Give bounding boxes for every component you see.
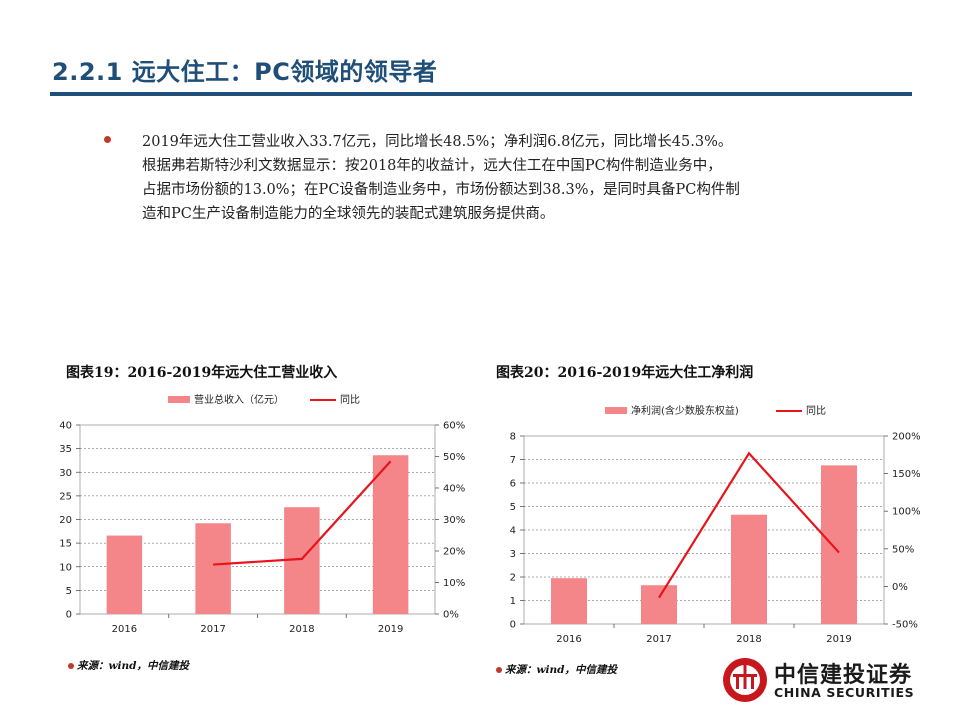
chart1-y-left-tick-label: 10 — [59, 562, 72, 573]
chart1-y-left-tick-label: 40 — [59, 421, 72, 432]
chart1-yoy-line — [213, 460, 392, 566]
source-text: 来源：wind，中信建投 — [505, 664, 618, 676]
chart1-y-right-tick-label: 20% — [443, 547, 465, 558]
source-bullet-icon — [496, 667, 502, 673]
chart1-y-left-tick-label: 0 — [66, 610, 72, 621]
chart2-y-left-tick-label: 2 — [510, 573, 516, 584]
chart2-y-right-tick-label: 200% — [892, 432, 921, 443]
chart1-y-left-tick-label: 30 — [59, 468, 72, 479]
chart2-x-tick-label: 2018 — [736, 634, 761, 645]
bullet-icon — [104, 136, 111, 143]
chart2-x-tick-label: 2016 — [556, 634, 581, 645]
title-divider — [50, 92, 912, 96]
chart2-x-tick-label: 2017 — [646, 634, 671, 645]
chart1-y-left-tick-label: 35 — [59, 444, 72, 455]
chart1-legend-bar-swatch — [168, 396, 190, 403]
chart1-bar — [372, 455, 409, 614]
chart2-x-tick-label: 2019 — [826, 634, 851, 645]
chart1-y-left-tick-label: 20 — [59, 515, 72, 526]
bullet-line: 占据市场份额的13.0%；在PC设备制造业务中，市场份额达到38.3%，是同时具… — [142, 182, 740, 198]
chart1-legend-line-label: 同比 — [340, 394, 360, 406]
slide-title: 2.2.1 远大住工：PC领域的领导者 — [52, 58, 438, 86]
bullet-line: 根据弗若斯特沙利文数据显示：按2018年的收益计，远大住工在中国PC构件制造业务… — [142, 158, 722, 174]
chart1-x-tick-label: 2018 — [289, 624, 314, 635]
chart1-y-right-tick-label: 0% — [443, 610, 459, 621]
chart2-bar — [821, 465, 857, 624]
chart2-y-left-tick-label: 6 — [510, 479, 516, 490]
chart1-y-left-tick-label: 25 — [59, 491, 72, 502]
chart2-bar — [551, 578, 587, 624]
chart1-x-tick-label: 2016 — [112, 624, 137, 635]
bullet-text: 2019年远大住工营业收入33.7亿元，同比增长48.5%；净利润6.8亿元，同… — [142, 130, 882, 226]
chart1-y-right-tick-label: 50% — [443, 452, 465, 463]
source-text: 来源：wind，中信建投 — [77, 660, 190, 672]
chart2-legend-line-label: 同比 — [806, 405, 826, 417]
chart2-y-right-tick-label: -50% — [892, 620, 918, 631]
chart2-y-left-tick-label: 4 — [510, 526, 516, 537]
chart1-bar — [106, 535, 143, 614]
chart2-title: 图表20：2016-2019年远大住工净利润 — [496, 365, 754, 381]
chart1-bar — [195, 523, 231, 614]
chart1-y-right-tick-label: 40% — [443, 484, 465, 495]
chart2-y-right-tick-label: 0% — [892, 582, 908, 593]
chart2-y-left-tick-label: 3 — [510, 549, 516, 560]
chart2-y-left-tick-label: 5 — [510, 502, 516, 513]
bullet-line: 2019年远大住工营业收入33.7亿元，同比增长48.5%；净利润6.8亿元，同… — [142, 134, 733, 150]
chart2-y-right-tick-label: 50% — [892, 544, 914, 555]
chart1-x-tick-label: 2019 — [378, 624, 403, 635]
chart1-source: 来源：wind，中信建投 — [68, 658, 189, 673]
company-logo: 中信建投证券 CHINA SECURITIES — [722, 655, 922, 711]
chart1-legend-bar-label: 营业总收入（亿元） — [194, 393, 284, 406]
chart1-y-left-tick-label: 5 — [66, 586, 72, 597]
chart1-y-left-tick-label: 15 — [59, 539, 72, 550]
chart2-bar — [641, 585, 677, 624]
citic-logo-icon — [723, 658, 767, 702]
chart2-y-left-tick-label: 1 — [510, 596, 516, 607]
chart2-y-left-tick-label: 8 — [510, 432, 516, 443]
chart2-y-left-tick-label: 0 — [510, 620, 516, 631]
chart1-title: 图表19：2016-2019年远大住工营业收入 — [66, 365, 338, 381]
bullet-line: 造和PC生产设备制造能力的全球领先的装配式建筑服务提供商。 — [142, 206, 555, 222]
revenue-chart: 营业总收入（亿元） 同比 0 5 10 15 20 25 30 35 40 0% 10% 20% 30% 40… — [59, 393, 465, 635]
chart2-y-left-tick-label: 7 — [510, 455, 516, 466]
chart2-source: 来源：wind，中信建投 — [496, 662, 617, 677]
chart1-y-right-tick-label: 30% — [443, 515, 465, 526]
chart2-yoy-line — [658, 451, 840, 599]
logo-english-name: CHINA SECURITIES — [774, 685, 915, 700]
chart1-y-right-tick-label: 60% — [443, 421, 465, 432]
chart2-y-right-tick-label: 100% — [892, 507, 921, 518]
chart2-y-right-tick-label: 150% — [892, 469, 921, 480]
source-bullet-icon — [68, 663, 74, 669]
chart1-y-right-tick-label: 10% — [443, 578, 465, 589]
chart2-legend-bar-label: 净利润(含少数股东权益) — [631, 404, 739, 417]
chart2-bar — [731, 514, 767, 624]
chart2-legend-bar-swatch — [605, 407, 627, 414]
logo-chinese-name: 中信建投证券 — [774, 663, 913, 688]
net-profit-chart: 净利润(含少数股东权益) 同比 0 1 2 3 4 5 6 7 8 -50% 0% 50% 100% 150%… — [510, 404, 921, 645]
chart1-x-tick-label: 2017 — [200, 624, 225, 635]
